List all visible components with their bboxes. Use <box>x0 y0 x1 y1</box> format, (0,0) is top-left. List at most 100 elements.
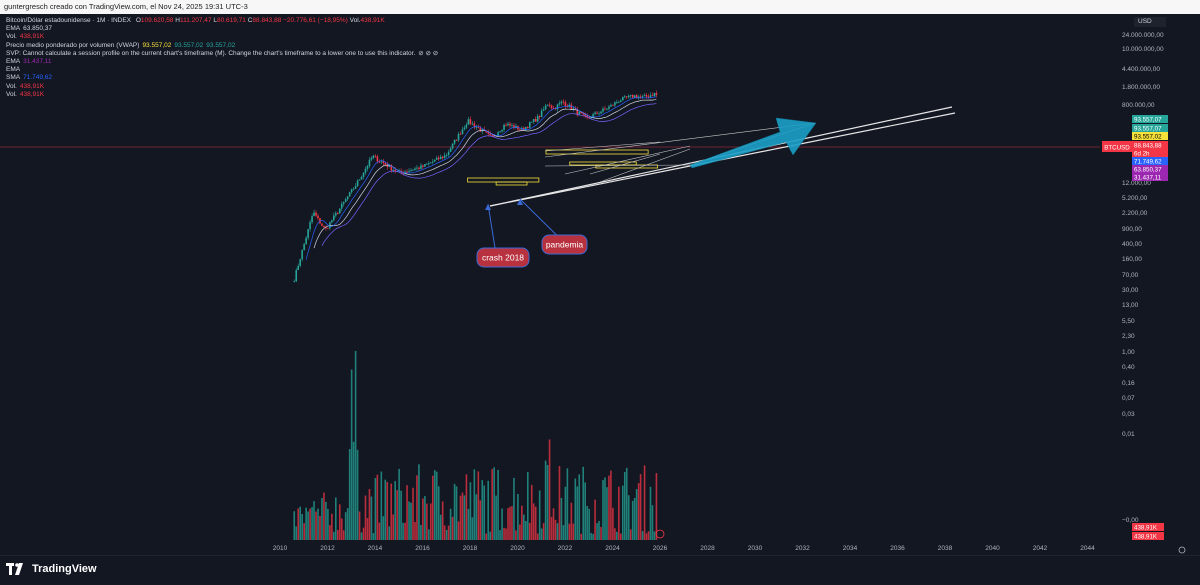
price-tag-box <box>1132 165 1168 173</box>
vol-value: 438,91K <box>360 17 385 24</box>
brand-name: TradingView <box>32 563 97 575</box>
volume-bar <box>321 498 323 540</box>
candle-body <box>422 165 424 167</box>
volume-bar <box>412 487 414 540</box>
close-label: C <box>247 17 253 24</box>
volume-bar <box>473 469 476 540</box>
legend-indicator-row[interactable]: Precio medio ponderado por volumen (VWAP… <box>6 42 438 50</box>
candle-body <box>394 169 396 172</box>
volume-bar <box>540 528 543 540</box>
x-tick-label: 2014 <box>368 545 383 552</box>
currency-selector[interactable]: USD <box>1134 17 1166 27</box>
volume-bar <box>469 482 472 540</box>
price-chart[interactable]: 24.000.000,00 10.000.000,00 4.400.000,00 1.… <box>0 14 1200 555</box>
volume-bar <box>499 530 501 540</box>
candle-body <box>592 114 594 118</box>
candle-body <box>410 170 412 171</box>
indicator-label: EMA <box>6 25 21 33</box>
candle-body <box>313 212 315 217</box>
candle-body <box>449 148 452 152</box>
legend-indicator-row[interactable]: EMA 31.437,11 <box>6 58 438 66</box>
indicator-value: 93.557,02 <box>142 41 172 49</box>
volume-bar <box>649 486 652 540</box>
candle-body <box>479 127 482 132</box>
price-tag-text: 71.749,62 <box>1134 159 1162 166</box>
volume-bar <box>546 464 549 540</box>
volume-bar <box>370 496 373 540</box>
legend-indicator-row[interactable]: SMA 71.749,62 <box>6 74 438 82</box>
volume-bar <box>637 483 640 540</box>
candle-body <box>457 133 460 141</box>
legend-indicator-row[interactable]: EMA <box>6 66 438 74</box>
candle-body <box>380 161 383 163</box>
candle-body <box>311 216 313 223</box>
candle-body <box>604 108 606 110</box>
volume-bar <box>329 525 331 540</box>
candle-body <box>295 270 298 282</box>
volume-bar <box>574 478 577 540</box>
x-tick-label: 2010 <box>273 545 288 552</box>
volume-bar <box>645 533 648 540</box>
x-tick-label: 2026 <box>653 545 668 552</box>
candle-body <box>293 281 296 283</box>
volume-bar <box>651 505 654 540</box>
candle-body <box>651 95 654 97</box>
legend-indicator-row[interactable]: Vol. 438,91K <box>6 33 438 41</box>
candle-body <box>493 135 495 137</box>
legend-indicator-row[interactable]: Vol. 438,91K <box>6 91 438 99</box>
volume-bar <box>420 524 422 540</box>
volume-bar <box>616 531 618 540</box>
candles-group <box>293 90 658 283</box>
candle-body <box>414 168 416 170</box>
volume-bar <box>475 494 478 540</box>
volume-bar <box>491 469 493 540</box>
x-tick-label: 2012 <box>320 545 335 552</box>
candle-body <box>443 155 446 158</box>
volume-bar <box>430 503 432 540</box>
volume-bar <box>528 522 531 540</box>
volume-bar <box>404 522 406 540</box>
candle-body <box>621 96 624 101</box>
price-tag-text: 31.437,11 <box>1134 175 1162 182</box>
legend-indicator-row[interactable]: SVP: Cannot calculate a session profile … <box>6 50 438 58</box>
candle-body <box>356 180 359 187</box>
ema-long-line <box>321 103 657 246</box>
volume-bar <box>509 506 511 540</box>
volume-bar <box>350 369 353 540</box>
candle-body <box>370 158 373 160</box>
y-tick-label: 2.200,00 <box>1122 210 1148 217</box>
volume-bar <box>614 528 616 540</box>
legend-indicator-row[interactable]: EMA 63.850,37 <box>6 25 438 33</box>
candle-body <box>639 96 642 98</box>
candle-body <box>620 100 622 102</box>
tradingview-logo-icon <box>6 563 26 575</box>
symbol-name[interactable]: Bitcoin/Dólar estadounidense · 1M · INDE… <box>6 17 132 24</box>
volume-bar <box>592 533 594 540</box>
trend-line <box>564 145 691 175</box>
volume-bar <box>418 464 420 540</box>
volume-bar <box>572 523 575 540</box>
volume-bar <box>368 488 371 540</box>
tradingview-brand[interactable]: TradingView <box>6 563 97 575</box>
volume-bar <box>410 502 412 540</box>
legend-indicator-row[interactable]: Vol. 438,91K <box>6 83 438 91</box>
open-label: O <box>135 17 141 24</box>
candle-body <box>404 171 406 174</box>
x-tick-label: 2042 <box>1033 545 1048 552</box>
open-value: 109.620,58 <box>140 17 174 24</box>
candle-body <box>386 164 389 168</box>
volume-bar <box>340 518 343 540</box>
candle-body <box>378 161 381 163</box>
y-tick-label: 900,00 <box>1122 226 1142 233</box>
volume-bar <box>376 474 379 540</box>
candle-body <box>327 228 329 229</box>
volume-bar <box>643 465 646 540</box>
candle-body <box>346 196 349 200</box>
volume-bar <box>390 483 393 540</box>
volume-bar <box>501 508 503 540</box>
volume-bar <box>471 517 474 540</box>
candle-body <box>364 168 367 173</box>
candle-body <box>511 125 513 127</box>
chart-panel[interactable]: 24.000.000,00 10.000.000,00 4.400.000,00 1.… <box>0 14 1200 555</box>
price-tag-text: 6d 2h <box>1134 151 1150 158</box>
